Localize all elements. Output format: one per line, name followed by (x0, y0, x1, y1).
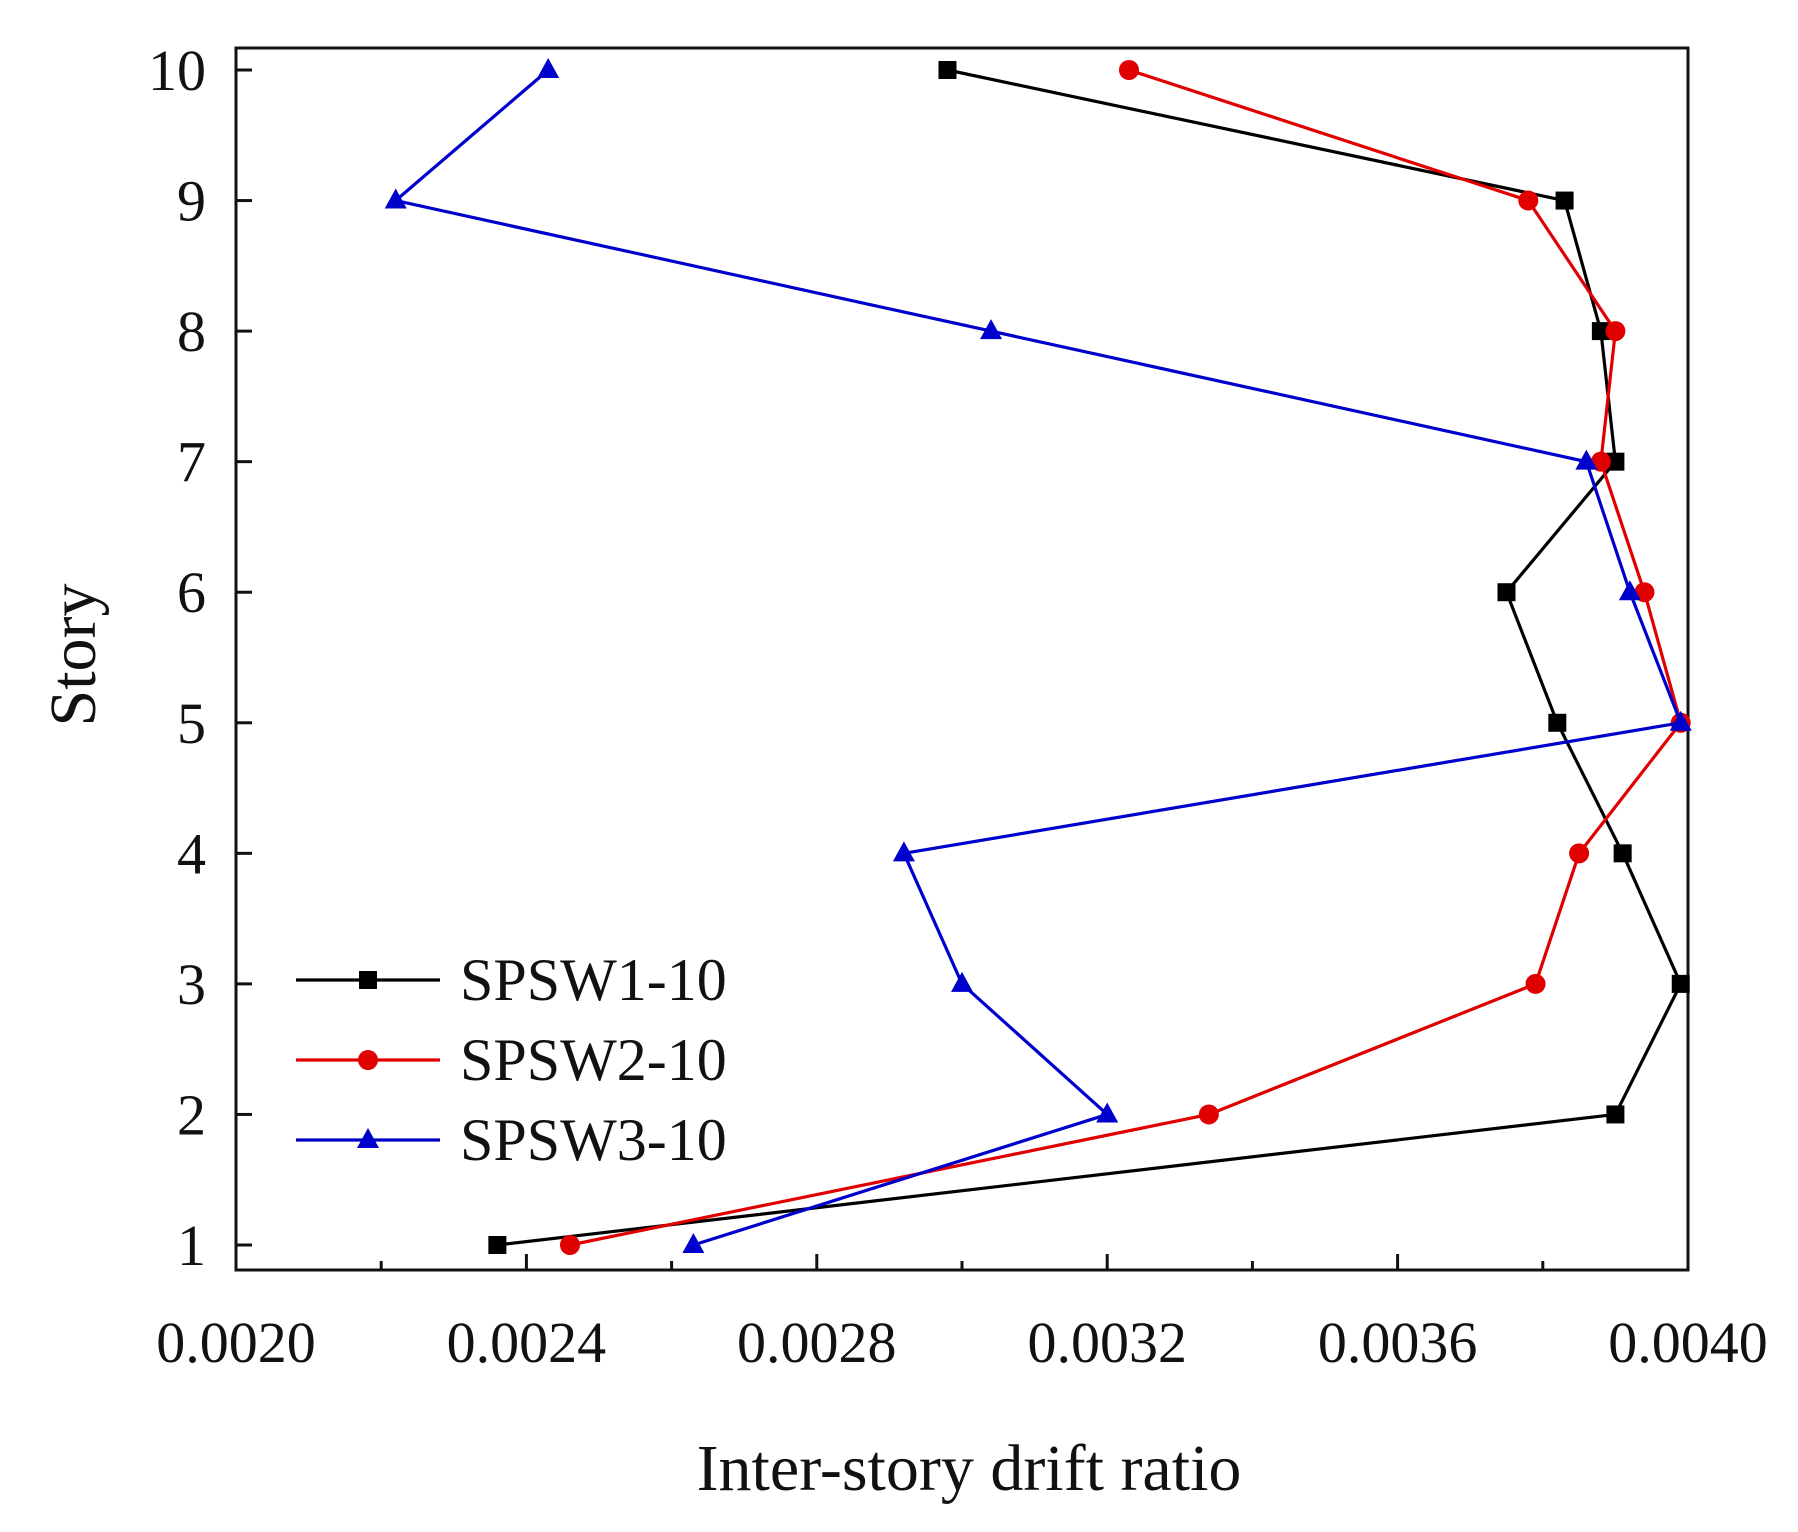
data-point (1525, 973, 1546, 994)
series-line (497, 68, 1683, 1247)
x-tick-label: 0.0020 (156, 1310, 316, 1375)
data-point (1606, 1105, 1625, 1124)
legend-swatch-marker (358, 1050, 378, 1070)
data-point (980, 319, 1003, 340)
data-point (1118, 60, 1139, 80)
y-tick-label: 3 (177, 952, 206, 1017)
y-tick-label: 1 (177, 1213, 206, 1278)
x-tick-label: 0.0036 (1318, 1310, 1478, 1375)
data-point (1555, 191, 1574, 210)
y-tick-label: 5 (177, 691, 206, 756)
data-point (892, 841, 915, 862)
data-point (1497, 583, 1516, 602)
data-point (559, 1235, 580, 1255)
series-line (569, 68, 1683, 1247)
y-tick-label: 7 (177, 430, 206, 495)
data-point (1198, 1104, 1219, 1125)
data-point (1634, 582, 1655, 603)
x-axis-title: Inter-story drift ratio (697, 1432, 1242, 1505)
legend-item: SPSW1-10 (296, 947, 727, 1013)
data-point (1518, 190, 1539, 211)
series-spsw2-10 (559, 60, 1691, 1255)
legend-label: SPSW3-10 (460, 1107, 727, 1173)
data-point (384, 188, 407, 209)
y-tick-label: 6 (177, 560, 206, 625)
data-point (938, 61, 957, 79)
data-point (1669, 710, 1692, 731)
data-point (951, 971, 973, 992)
x-tick-label: 0.0028 (737, 1310, 897, 1375)
legend-label: SPSW2-10 (460, 1027, 727, 1093)
data-point (1591, 322, 1610, 341)
data-point (682, 1233, 705, 1253)
y-tick-label: 9 (177, 169, 206, 234)
data-point (1590, 451, 1611, 472)
series-spsw3-10 (384, 58, 1692, 1253)
x-tick-label: 0.0032 (1027, 1310, 1187, 1375)
series-line (392, 68, 1683, 1247)
series-group (384, 58, 1692, 1255)
y-tick-label: 4 (177, 821, 206, 886)
data-point (488, 1236, 507, 1254)
axes: 0.0020 0.0024 0.0028 0.0032 0.0036 0.0040 1 2 3 4… (148, 38, 1768, 1375)
data-point (1605, 321, 1626, 342)
series-spsw1-10 (488, 61, 1690, 1254)
data-point (1096, 1102, 1119, 1123)
data-point (1606, 452, 1625, 471)
data-point (537, 58, 560, 78)
legend-swatch-marker (359, 971, 377, 989)
y-tick-label: 2 (177, 1082, 206, 1147)
y-axis-title: Story (37, 583, 110, 726)
y-tick-label: 8 (177, 299, 206, 364)
legend-label: SPSW1-10 (460, 947, 727, 1013)
data-point (1569, 843, 1590, 864)
data-point (1613, 844, 1632, 863)
legend-item: SPSW3-10 (296, 1107, 727, 1173)
x-tick-label: 0.0040 (1608, 1310, 1768, 1375)
data-point (1575, 449, 1598, 470)
data-point (1548, 713, 1567, 732)
y-tick-label: 10 (148, 38, 206, 103)
legend-swatch-marker (357, 1128, 379, 1148)
data-point (1618, 580, 1641, 601)
legend: SPSW1-10 SPSW2-10 SPSW3-10 (296, 947, 727, 1173)
x-tick-label: 0.0024 (447, 1310, 607, 1375)
data-point (1671, 974, 1690, 993)
legend-item: SPSW2-10 (296, 1027, 727, 1093)
